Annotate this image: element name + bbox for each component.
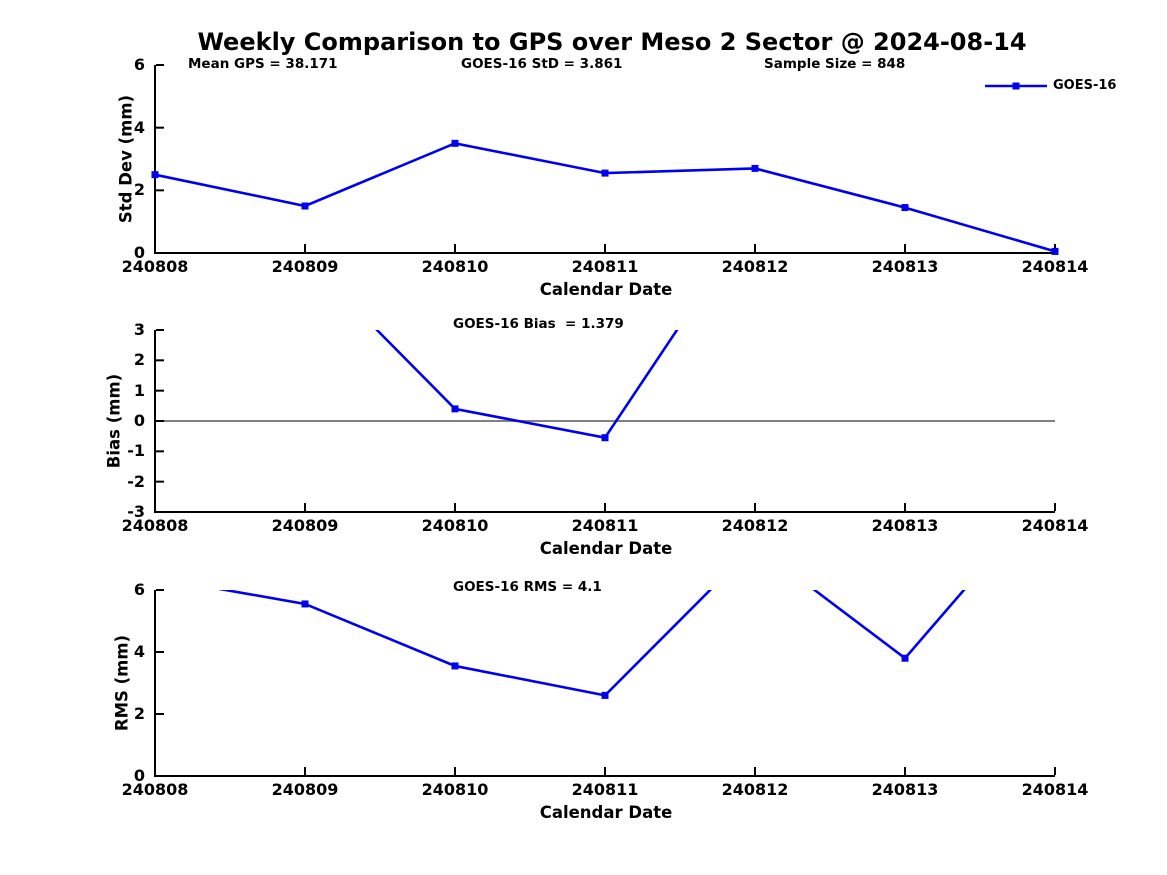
legend-label: GOES-16: [1053, 78, 1117, 93]
y-tick-label: 0: [133, 243, 145, 262]
subplot-rms: [154, 589, 1056, 777]
legend: GOES-16: [984, 78, 1116, 93]
x-tick-label: 240809: [271, 516, 339, 535]
y-tick-label: 6: [133, 55, 145, 74]
axis-ticks: [154, 589, 1056, 777]
x-tick-label: 240810: [421, 780, 489, 799]
x-tick-label: 240811: [571, 780, 639, 799]
annotation-goes16-std: GOES-16 StD = 3.861: [461, 56, 623, 72]
x-tick-label: 240813: [871, 516, 939, 535]
x-tick-label: 240811: [571, 257, 639, 276]
annotation-mean-gps: Mean GPS = 38.171: [188, 56, 338, 72]
x-tick-label: 240808: [121, 257, 189, 276]
y-tick-label: 2: [133, 704, 145, 723]
y-tick-label: 2: [133, 180, 145, 200]
y-tick-label: -3: [127, 502, 145, 521]
x-tick-label: 240810: [421, 257, 489, 276]
x-tick-label: 240811: [571, 516, 639, 535]
y-tick-label: 4: [133, 642, 145, 661]
legend-line-sample: [985, 82, 1047, 89]
y-tick-label: 2: [133, 350, 145, 370]
x-tick-label: 240812: [721, 516, 789, 535]
y-tick-label: -1: [127, 441, 145, 461]
xlabel-calendar-date-1: Calendar Date: [539, 280, 673, 299]
y-tick-label: 0: [133, 411, 145, 430]
annotation-goes16-bias: GOES-16 Bias = 1.379: [453, 316, 624, 332]
axis-spines: [154, 590, 1055, 777]
bias-markers: [451, 405, 609, 442]
axis-ticks: [154, 329, 1056, 513]
y-tick-label: -2: [127, 471, 145, 491]
x-tick-label: 240813: [871, 257, 939, 276]
x-tick-label: 240813: [871, 780, 939, 799]
axis-spines: [154, 65, 1055, 254]
y-tick-label: 3: [133, 320, 145, 339]
x-tick-label: 240814: [1021, 780, 1089, 799]
y-tick-label: 1: [133, 380, 145, 400]
x-tick-label: 240812: [721, 257, 789, 276]
y-tick-label: 4: [133, 117, 145, 137]
y-tick-label: 6: [133, 580, 145, 599]
x-tick-label: 240814: [1021, 257, 1089, 276]
x-tick-label: 240814: [1021, 516, 1089, 535]
x-tick-label: 240808: [121, 780, 189, 799]
y-tick-label: 0: [133, 766, 145, 785]
annotation-sample-size: Sample Size = 848: [764, 56, 906, 72]
std-dev-markers: [151, 139, 1059, 255]
x-tick-label: 240808: [121, 516, 189, 535]
x-tick-label: 240812: [721, 780, 789, 799]
subplot-bias: [154, 329, 1056, 513]
std-dev-line: [154, 141, 1056, 253]
axis-spines: [154, 330, 1055, 513]
rms-markers: [301, 600, 909, 699]
figure-title: Weekly Comparison to GPS over Meso 2 Sec…: [197, 28, 1027, 56]
subplot-std-dev: [151, 64, 1059, 255]
x-tick-label: 240810: [421, 516, 489, 535]
x-tick-label: 240809: [271, 257, 339, 276]
x-tick-label: 240809: [271, 780, 339, 799]
xlabel-calendar-date-2: Calendar Date: [539, 539, 673, 558]
annotation-goes16-rms: GOES-16 RMS = 4.1: [453, 579, 602, 595]
xlabel-calendar-date-3: Calendar Date: [539, 803, 673, 822]
axis-ticks: [154, 64, 1056, 254]
